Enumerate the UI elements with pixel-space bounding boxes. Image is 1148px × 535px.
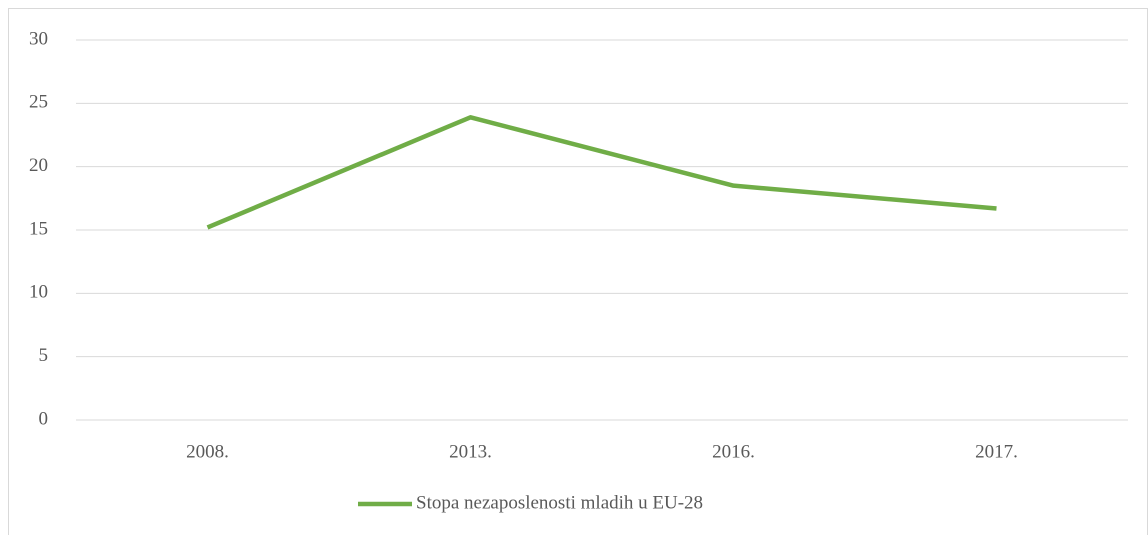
x-tick-label: 2008. bbox=[186, 441, 229, 462]
y-tick-label: 30 bbox=[29, 28, 48, 49]
y-tick-label: 5 bbox=[39, 345, 49, 366]
x-tick-label: 2016. bbox=[712, 441, 755, 462]
x-tick-label: 2013. bbox=[449, 441, 492, 462]
y-tick-label: 10 bbox=[29, 282, 48, 303]
legend-label: Stopa nezaposlenosti mladih u EU-28 bbox=[416, 492, 703, 513]
y-tick-label: 0 bbox=[39, 408, 49, 429]
y-tick-label: 20 bbox=[29, 155, 48, 176]
y-tick-label: 25 bbox=[29, 92, 48, 113]
x-tick-label: 2017. bbox=[975, 441, 1018, 462]
data-line bbox=[206, 115, 997, 230]
y-tick-label: 15 bbox=[29, 218, 48, 239]
